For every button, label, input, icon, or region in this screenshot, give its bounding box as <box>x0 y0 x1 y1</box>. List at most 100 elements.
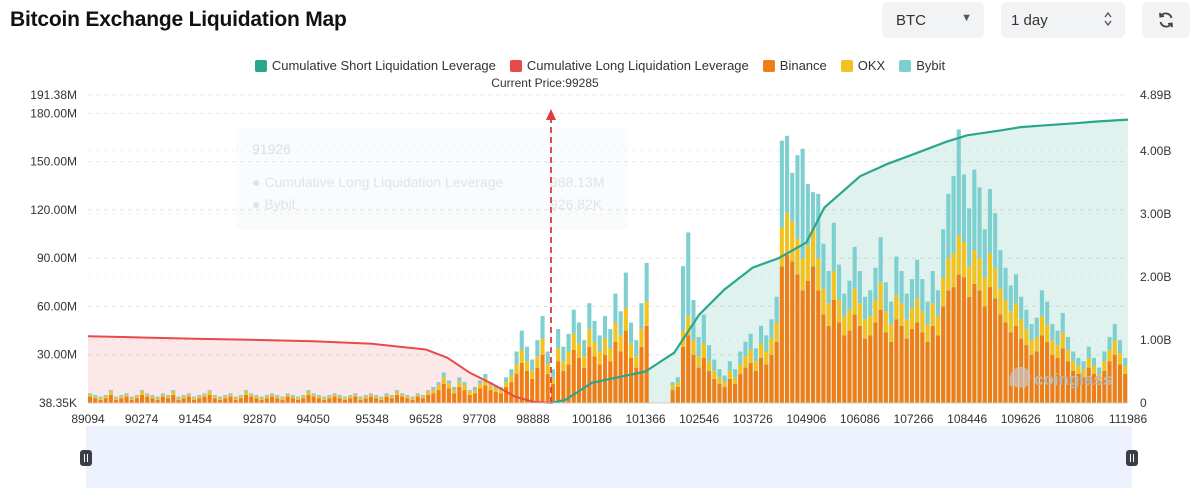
bar-bybit <box>472 386 477 391</box>
zoom-slider-band[interactable] <box>86 426 1132 488</box>
bar-binance <box>202 396 207 403</box>
x-tick-label: 104906 <box>786 412 826 426</box>
bar-bybit <box>618 311 623 336</box>
bar-binance <box>930 325 935 403</box>
bar-bybit <box>935 290 940 316</box>
bar-bybit <box>987 189 992 254</box>
refresh-button[interactable] <box>1142 2 1190 38</box>
bar-okx <box>571 333 576 350</box>
bar-okx <box>826 303 831 326</box>
bar-okx <box>306 391 311 395</box>
bar-binance <box>899 325 904 403</box>
bar-bybit <box>389 395 394 397</box>
bar-bybit <box>545 351 550 365</box>
y-left-top-label: 191.38M <box>30 88 77 102</box>
bar-okx <box>805 245 810 281</box>
bar-okx <box>368 395 373 397</box>
bar-bybit <box>889 301 894 325</box>
bar-bybit <box>233 396 238 399</box>
bar-bybit <box>738 351 743 365</box>
legend-item[interactable]: Bybit <box>899 58 945 73</box>
bar-bybit <box>972 169 977 251</box>
bar-binance <box>150 398 155 403</box>
legend-label: Binance <box>779 58 827 73</box>
bar-bybit <box>524 346 529 362</box>
bar-binance <box>1045 341 1050 403</box>
bar-okx <box>727 370 732 379</box>
bar-bybit <box>410 396 415 399</box>
bar-okx <box>608 348 613 362</box>
bar-okx <box>238 396 243 399</box>
bar-binance <box>145 396 150 403</box>
bar-bybit <box>259 396 264 399</box>
bar-okx <box>1039 316 1044 336</box>
bar-okx <box>524 361 529 371</box>
bar-binance <box>691 354 696 403</box>
bar-binance <box>972 283 977 403</box>
bar-binance <box>93 398 98 403</box>
y-right-top-label: 4.89B <box>1140 88 1171 102</box>
legend-item[interactable]: Cumulative Long Liquidation Leverage <box>509 58 749 73</box>
bar-okx <box>207 391 212 395</box>
bar-binance <box>233 399 238 403</box>
bar-bybit <box>249 393 254 395</box>
bar-binance <box>967 296 972 403</box>
coinglass-logo-icon <box>1009 366 1031 388</box>
coin-select[interactable]: BTC ▼ <box>882 2 984 38</box>
bar-binance <box>1112 354 1117 403</box>
bar-bybit <box>561 346 566 362</box>
bar-okx <box>348 396 353 399</box>
bar-bybit <box>920 279 925 312</box>
y-right-tick-label: 1.00B <box>1140 333 1171 347</box>
bar-okx <box>582 356 587 368</box>
bar-okx <box>311 395 316 397</box>
zoom-handle-left[interactable] <box>80 450 92 466</box>
bar-bybit <box>530 359 535 371</box>
x-tick-label: 96528 <box>409 412 443 426</box>
legend-item[interactable]: Binance <box>762 58 827 73</box>
page-title: Bitcoin Exchange Liquidation Map <box>10 8 347 31</box>
bar-okx <box>379 398 384 400</box>
bar-binance <box>134 398 139 403</box>
bar-binance <box>722 386 727 403</box>
bar-bybit <box>400 393 405 395</box>
bar-okx <box>1102 361 1107 371</box>
bar-binance <box>873 322 878 403</box>
y-left-tick-label: 30.00M <box>37 348 77 362</box>
bar-binance <box>935 335 940 403</box>
bar-bybit <box>1065 337 1070 350</box>
bar-binance <box>462 390 467 403</box>
legend-item[interactable]: OKX <box>840 58 885 73</box>
bar-okx <box>462 385 467 391</box>
bar-binance <box>155 399 160 403</box>
bar-okx <box>218 398 223 400</box>
bar-bybit <box>462 382 467 386</box>
bar-bybit <box>550 369 555 378</box>
bar-binance <box>603 354 608 403</box>
bar-okx <box>873 300 878 323</box>
bar-binance <box>883 332 888 403</box>
bar-okx <box>446 383 451 389</box>
bar-okx <box>478 383 483 389</box>
bar-okx <box>420 396 425 399</box>
y-left-tick-label: 150.00M <box>30 155 77 169</box>
bar-binance <box>639 346 644 403</box>
bar-binance <box>863 338 868 403</box>
coin-select-value: BTC <box>896 11 926 29</box>
zoom-handle-right[interactable] <box>1126 450 1138 466</box>
bar-bybit <box>202 393 207 395</box>
bar-binance <box>290 398 295 403</box>
bar-okx <box>623 308 628 331</box>
bar-bybit <box>623 272 628 308</box>
bar-bybit <box>571 309 576 334</box>
bar-bybit <box>1003 267 1008 300</box>
bar-binance <box>556 361 561 403</box>
bar-binance <box>623 330 628 403</box>
bar-binance <box>483 385 488 403</box>
bar-okx <box>93 396 98 399</box>
legend-item[interactable]: Cumulative Short Liquidation Leverage <box>254 58 496 73</box>
bar-okx <box>1107 349 1112 362</box>
range-select[interactable]: 1 day <box>1001 2 1125 38</box>
bar-binance <box>472 393 477 403</box>
bar-binance <box>696 367 701 403</box>
